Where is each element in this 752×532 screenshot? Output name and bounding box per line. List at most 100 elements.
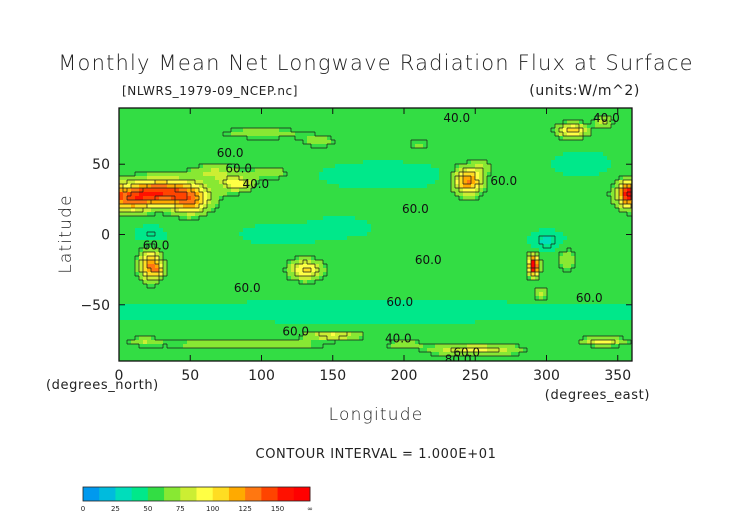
heatmap-cell: [135, 212, 140, 217]
heatmap-cell: [395, 124, 400, 129]
heatmap-cell: [119, 216, 124, 221]
heatmap-cell: [147, 240, 152, 245]
heatmap-cell: [143, 236, 148, 241]
heatmap-cell: [475, 124, 480, 129]
heatmap-cell: [283, 200, 288, 205]
heatmap-cell: [275, 208, 280, 213]
heatmap-cell: [223, 248, 228, 253]
heatmap-cell: [355, 160, 360, 165]
heatmap-cell: [395, 172, 400, 177]
heatmap-cell: [315, 132, 320, 137]
heatmap-cell: [415, 120, 420, 125]
heatmap-cell: [127, 216, 132, 221]
heatmap-cell: [331, 140, 336, 145]
heatmap-cell: [239, 128, 244, 133]
heatmap-cell: [539, 196, 544, 201]
heatmap-cell: [163, 236, 168, 241]
heatmap-cell: [147, 216, 152, 221]
heatmap-cell: [183, 136, 188, 141]
heatmap-cell: [179, 216, 184, 221]
heatmap-cell: [231, 256, 236, 261]
heatmap-cell: [139, 252, 144, 257]
heatmap-cell: [135, 160, 140, 165]
heatmap-cell: [487, 256, 492, 261]
heatmap-cell: [487, 220, 492, 225]
heatmap-cell: [571, 144, 576, 149]
heatmap-cell: [343, 160, 348, 165]
heatmap-cell: [279, 240, 284, 245]
heatmap-cell: [203, 152, 208, 157]
heatmap-cell: [555, 208, 560, 213]
heatmap-cell: [527, 184, 532, 189]
heatmap-cell: [387, 160, 392, 165]
heatmap-cell: [355, 172, 360, 177]
heatmap-cell: [319, 200, 324, 205]
heatmap-cell: [507, 168, 512, 173]
heatmap-cell: [147, 136, 152, 141]
heatmap-cell: [615, 248, 620, 253]
heatmap-cell: [431, 124, 436, 129]
heatmap-cell: [151, 256, 156, 261]
heatmap-cell: [539, 180, 544, 185]
heatmap-cell: [267, 184, 272, 189]
heatmap-cell: [267, 116, 272, 121]
heatmap-cell: [359, 112, 364, 117]
heatmap-cell: [299, 120, 304, 125]
heatmap-cell: [343, 132, 348, 137]
heatmap-cell: [319, 132, 324, 137]
heatmap-cell: [535, 156, 540, 161]
heatmap-cell: [595, 192, 600, 197]
heatmap-cell: [191, 172, 196, 177]
heatmap-cell: [423, 244, 428, 249]
heatmap-cell: [211, 132, 216, 137]
heatmap-cell: [347, 128, 352, 133]
heatmap-cell: [567, 160, 572, 165]
heatmap-cell: [175, 240, 180, 245]
heatmap-cell: [447, 200, 452, 205]
heatmap-cell: [579, 120, 584, 125]
heatmap-cell: [475, 216, 480, 221]
heatmap-cell: [119, 172, 124, 177]
heatmap-cell: [415, 148, 420, 153]
heatmap-cell: [479, 220, 484, 225]
heatmap-cell: [599, 192, 604, 197]
heatmap-cell: [123, 148, 128, 153]
heatmap-cell: [259, 236, 264, 241]
heatmap-cell: [583, 168, 588, 173]
heatmap-cell: [307, 228, 312, 233]
heatmap-cell: [371, 256, 376, 261]
heatmap-cell: [311, 156, 316, 161]
heatmap-cell: [415, 172, 420, 177]
heatmap-cell: [319, 204, 324, 209]
heatmap-cell: [251, 152, 256, 157]
heatmap-cell: [583, 228, 588, 233]
heatmap-cell: [423, 148, 428, 153]
heatmap-cell: [235, 240, 240, 245]
heatmap-cell: [351, 188, 356, 193]
heatmap-cell: [411, 148, 416, 153]
heatmap-cell: [611, 244, 616, 249]
heatmap-cell: [279, 228, 284, 233]
heatmap-cell: [379, 136, 384, 141]
heatmap-cell: [375, 224, 380, 229]
heatmap-cell: [535, 220, 540, 225]
heatmap-cell: [331, 204, 336, 209]
heatmap-cell: [315, 232, 320, 237]
heatmap-cell: [143, 120, 148, 125]
heatmap-cell: [279, 128, 284, 133]
heatmap-cell: [619, 204, 624, 209]
heatmap-cell: [143, 188, 148, 193]
heatmap-cell: [499, 108, 504, 113]
heatmap-cell: [495, 200, 500, 205]
heatmap-cell: [219, 216, 224, 221]
heatmap-cell: [615, 228, 620, 233]
heatmap-cell: [443, 240, 448, 245]
heatmap-cell: [163, 184, 168, 189]
heatmap-cell: [171, 244, 176, 249]
heatmap-cell: [523, 204, 528, 209]
heatmap-cell: [151, 180, 156, 185]
heatmap-cell: [119, 180, 124, 185]
heatmap-cell: [131, 204, 136, 209]
heatmap-cell: [283, 260, 288, 265]
heatmap-cell: [503, 188, 508, 193]
